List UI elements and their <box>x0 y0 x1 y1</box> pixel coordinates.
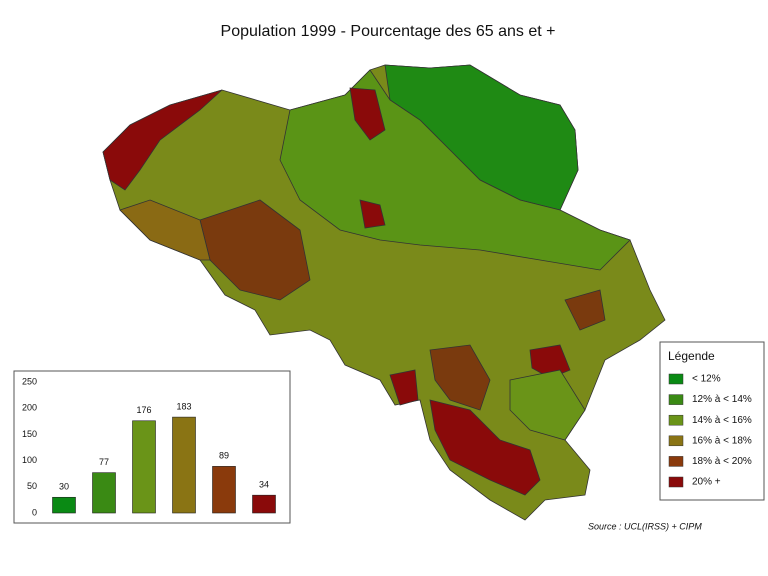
y-tick-label: 100 <box>22 455 37 465</box>
legend-label: < 12% <box>692 374 721 385</box>
bar <box>212 466 236 514</box>
bar <box>252 494 276 514</box>
bar <box>92 472 116 514</box>
legend-title: Légende <box>668 349 715 363</box>
legend-label: 12% à < 14% <box>692 394 752 405</box>
legend-label: 18% à < 20% <box>692 456 752 467</box>
map-region <box>429 399 541 496</box>
data-label: 77 <box>99 457 109 467</box>
bar <box>132 420 156 514</box>
y-tick-label: 0 <box>32 507 37 517</box>
map-region <box>564 289 606 331</box>
data-label: 30 <box>59 482 69 492</box>
map-region <box>509 369 586 441</box>
legend-swatch <box>668 414 684 426</box>
bar <box>172 416 196 514</box>
data-label: 89 <box>219 451 229 461</box>
y-tick-label: 150 <box>22 429 37 439</box>
legend-swatch <box>668 394 684 405</box>
map-region <box>389 369 419 406</box>
map-region <box>429 344 491 411</box>
data-label: 183 <box>176 401 191 411</box>
map-region <box>359 199 386 229</box>
legend-swatch <box>668 373 684 385</box>
data-label: 176 <box>136 405 151 415</box>
y-tick-label: 250 <box>22 376 37 386</box>
legend-swatch <box>668 476 684 488</box>
legend-swatch <box>668 435 684 447</box>
data-label: 34 <box>259 480 269 490</box>
map-region <box>102 89 223 191</box>
y-tick-label: 50 <box>27 481 37 491</box>
title: Population 1999 - Pourcentage des 65 ans… <box>221 23 556 40</box>
y-tick-label: 200 <box>22 403 37 413</box>
map <box>102 64 666 521</box>
map-region <box>199 199 311 301</box>
legend-label: 14% à < 16% <box>692 415 752 426</box>
legend-label: 20% + <box>692 477 721 488</box>
map-region <box>349 87 386 141</box>
bar <box>52 496 76 514</box>
legend-label: 16% à < 18% <box>692 435 752 446</box>
map-region <box>119 199 211 261</box>
legend-swatch <box>668 456 684 467</box>
source: Source : UCL(IRSS) + CIPM <box>588 521 702 531</box>
